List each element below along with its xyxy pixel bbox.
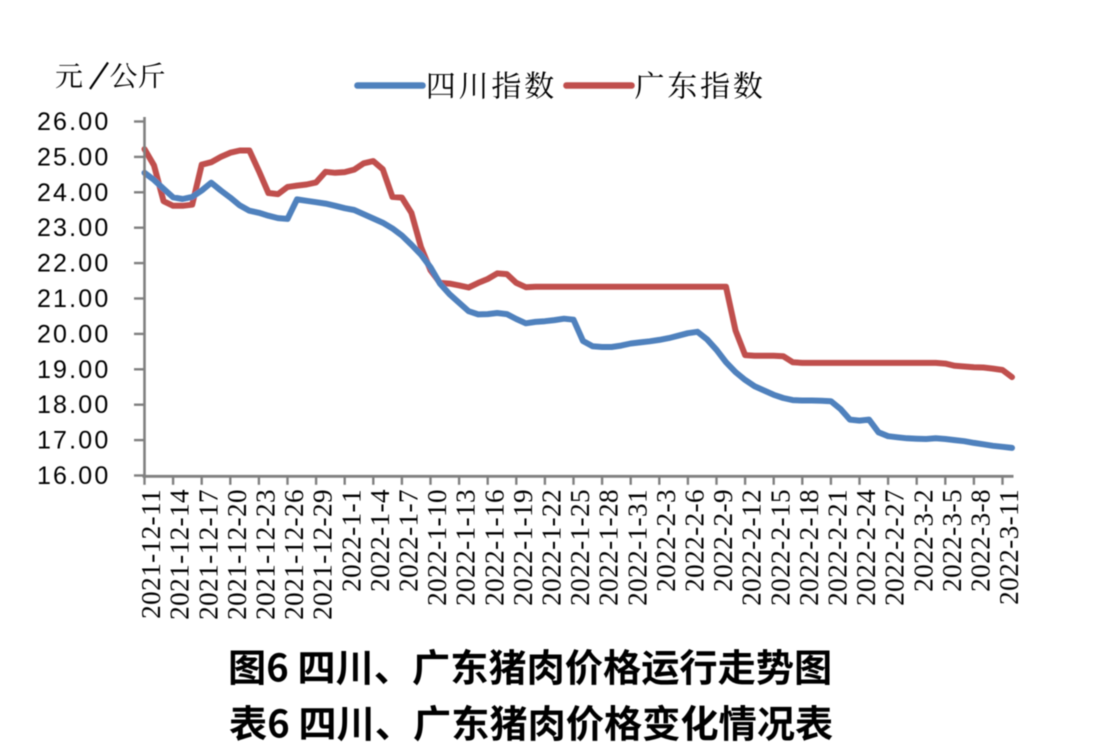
svg-text:2022-3-5: 2022-3-5	[937, 489, 967, 592]
svg-text:17.00: 17.00	[37, 427, 111, 455]
svg-text:2022-1-19: 2022-1-19	[508, 489, 538, 606]
svg-text:2021-12-20: 2021-12-20	[222, 489, 252, 620]
svg-text:2022-2-24: 2022-2-24	[851, 489, 881, 606]
svg-text:2022-1-1: 2022-1-1	[336, 489, 366, 592]
svg-text:24.00: 24.00	[37, 179, 111, 207]
svg-text:2022-1-4: 2022-1-4	[365, 489, 395, 592]
svg-text:2022-2-15: 2022-2-15	[765, 489, 795, 606]
svg-text:18.00: 18.00	[37, 391, 111, 419]
svg-text:2021-12-11: 2021-12-11	[136, 489, 166, 619]
svg-text:20.00: 20.00	[37, 320, 111, 348]
svg-text:23.00: 23.00	[37, 214, 111, 242]
svg-text:16.00: 16.00	[37, 462, 111, 490]
svg-text:22.00: 22.00	[37, 250, 111, 278]
svg-text:2022-2-3: 2022-2-3	[651, 489, 681, 592]
svg-text:2022-1-7: 2022-1-7	[394, 489, 424, 592]
svg-text:2022-2-27: 2022-2-27	[880, 489, 910, 606]
svg-text:2022-3-2: 2022-3-2	[908, 489, 938, 592]
svg-text:2022-1-28: 2022-1-28	[594, 489, 624, 606]
svg-text:2021-12-14: 2021-12-14	[165, 489, 195, 620]
svg-text:2022-2-9: 2022-2-9	[708, 489, 738, 592]
svg-text:2021-12-23: 2021-12-23	[251, 489, 281, 620]
svg-text:2022-1-31: 2022-1-31	[622, 489, 652, 606]
svg-text:2022-3-11: 2022-3-11	[994, 489, 1024, 605]
svg-text:21.00: 21.00	[37, 285, 111, 313]
svg-text:2022-1-16: 2022-1-16	[479, 489, 509, 606]
svg-text:2022-2-21: 2022-2-21	[823, 489, 853, 606]
svg-text:2022-1-10: 2022-1-10	[422, 489, 452, 606]
svg-text:2021-12-29: 2021-12-29	[308, 489, 338, 620]
svg-text:2022-2-12: 2022-2-12	[737, 489, 767, 606]
svg-text:2021-12-26: 2021-12-26	[279, 489, 309, 620]
svg-text:25.00: 25.00	[37, 143, 111, 171]
svg-text:2022-1-13: 2022-1-13	[451, 489, 481, 606]
svg-text:2022-1-22: 2022-1-22	[537, 489, 567, 606]
svg-text:26.00: 26.00	[37, 108, 111, 136]
svg-text:2021-12-17: 2021-12-17	[193, 489, 223, 620]
svg-text:2022-1-25: 2022-1-25	[565, 489, 595, 606]
svg-text:2022-3-8: 2022-3-8	[966, 489, 996, 592]
svg-text:2022-2-18: 2022-2-18	[794, 489, 824, 606]
svg-text:19.00: 19.00	[37, 356, 111, 384]
svg-text:2022-2-6: 2022-2-6	[680, 489, 710, 592]
